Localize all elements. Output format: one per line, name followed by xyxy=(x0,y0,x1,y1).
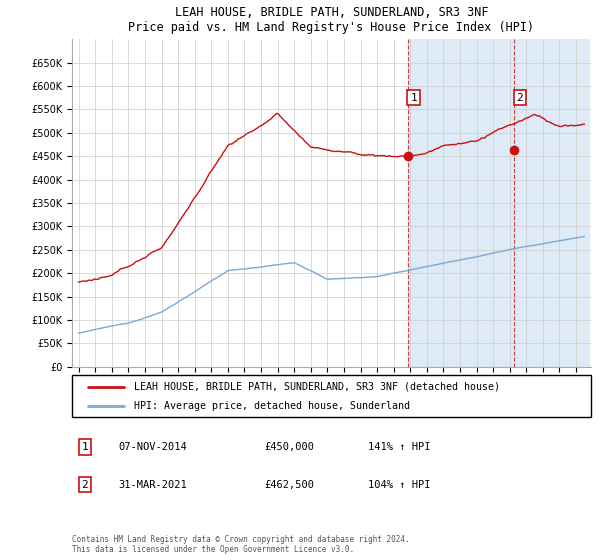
Text: 2: 2 xyxy=(517,93,523,102)
Text: Contains HM Land Registry data © Crown copyright and database right 2024.
This d: Contains HM Land Registry data © Crown c… xyxy=(72,535,410,554)
Text: 141% ↑ HPI: 141% ↑ HPI xyxy=(368,442,430,452)
Text: 31-MAR-2021: 31-MAR-2021 xyxy=(119,479,187,489)
Text: £450,000: £450,000 xyxy=(264,442,314,452)
Text: LEAH HOUSE, BRIDLE PATH, SUNDERLAND, SR3 3NF (detached house): LEAH HOUSE, BRIDLE PATH, SUNDERLAND, SR3… xyxy=(134,381,500,391)
Title: LEAH HOUSE, BRIDLE PATH, SUNDERLAND, SR3 3NF
Price paid vs. HM Land Registry's H: LEAH HOUSE, BRIDLE PATH, SUNDERLAND, SR3… xyxy=(128,6,535,34)
Text: 2: 2 xyxy=(82,479,88,489)
Text: 07-NOV-2014: 07-NOV-2014 xyxy=(119,442,187,452)
Bar xyxy=(408,39,589,367)
Text: 104% ↑ HPI: 104% ↑ HPI xyxy=(368,479,430,489)
Text: 1: 1 xyxy=(82,442,88,452)
Text: HPI: Average price, detached house, Sunderland: HPI: Average price, detached house, Sund… xyxy=(134,401,410,411)
FancyBboxPatch shape xyxy=(72,375,591,417)
Text: £462,500: £462,500 xyxy=(264,479,314,489)
Text: 1: 1 xyxy=(410,93,417,102)
